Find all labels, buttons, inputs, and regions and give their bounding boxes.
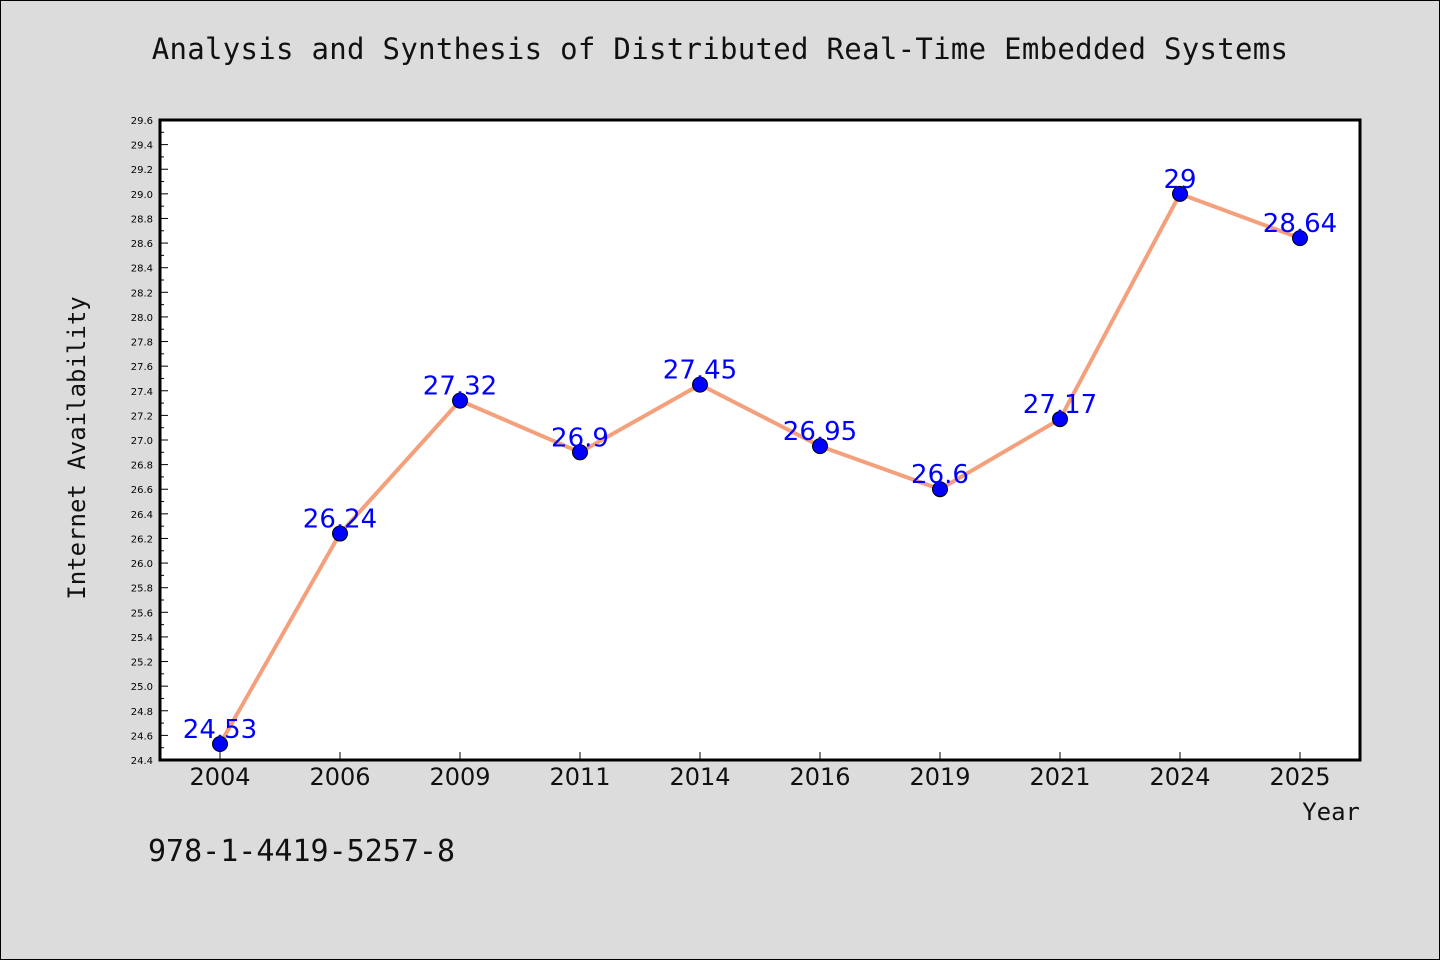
data-label: 27.17 bbox=[1023, 390, 1097, 420]
x-tick-label: 2004 bbox=[189, 763, 250, 791]
series-group: 24.53 26.24 27.32 26.9 27.45 26.95 26.6 27.17 29… bbox=[183, 165, 1337, 752]
y-tick-label: 27.6 bbox=[131, 362, 153, 373]
data-point bbox=[812, 438, 828, 455]
y-axis: 24.4 24.6 24.8 25.0 25.2 25.4 25.6 25.8 26.0 26.2… bbox=[131, 116, 168, 767]
y-tick-label: 28.4 bbox=[131, 264, 153, 275]
y-tick-label: 28.6 bbox=[131, 239, 153, 250]
x-tick-label: 2009 bbox=[429, 763, 490, 791]
y-tick-label: 29.6 bbox=[131, 116, 153, 127]
y-tick-label: 25.4 bbox=[131, 633, 153, 644]
data-label: 27.45 bbox=[663, 356, 737, 386]
y-tick-label: 24.8 bbox=[131, 707, 153, 718]
plot-area bbox=[158, 118, 1362, 762]
x-tick-label: 2025 bbox=[1269, 763, 1330, 791]
x-tick-label: 2011 bbox=[549, 763, 610, 791]
y-tick-label: 25.8 bbox=[131, 584, 153, 595]
y-tick-label: 26.8 bbox=[131, 461, 153, 472]
y-tick-label: 25.6 bbox=[131, 608, 153, 619]
y-axis-label: Internet Availability bbox=[63, 296, 91, 599]
y-tick-label: 27.0 bbox=[131, 436, 153, 447]
x-tick-label: 2006 bbox=[309, 763, 370, 791]
y-tick-label: 29.2 bbox=[131, 165, 153, 176]
data-label: 29 bbox=[1163, 165, 1196, 195]
data-point bbox=[572, 444, 588, 461]
y-tick-label: 29.0 bbox=[131, 190, 153, 201]
y-tick-label: 27.2 bbox=[131, 411, 153, 422]
x-tick-label: 2014 bbox=[669, 763, 730, 791]
x-tick-label: 2024 bbox=[1149, 763, 1210, 791]
y-tick-label: 28.8 bbox=[131, 214, 153, 225]
x-axis-label: Year bbox=[1302, 798, 1360, 826]
x-axis: 2004 2006 2009 2011 2014 2016 2019 2021 2024 2025 bbox=[189, 752, 1331, 791]
data-label: 26.95 bbox=[783, 417, 857, 447]
data-point bbox=[212, 736, 228, 752]
y-tick-label: 26.2 bbox=[131, 534, 153, 545]
y-tick-label: 27.8 bbox=[131, 338, 153, 349]
data-label: 26.24 bbox=[303, 505, 377, 535]
data-point bbox=[452, 392, 468, 409]
y-tick-label: 27.4 bbox=[131, 387, 153, 398]
data-label: 24.53 bbox=[183, 715, 257, 745]
data-label: 26.9 bbox=[551, 423, 609, 453]
y-tick-label: 28.0 bbox=[131, 313, 153, 324]
y-tick-label: 25.2 bbox=[131, 658, 153, 669]
y-tick-label: 24.4 bbox=[131, 756, 153, 767]
data-point bbox=[1052, 411, 1068, 428]
data-point bbox=[1292, 230, 1308, 247]
x-tick-label: 2016 bbox=[789, 763, 850, 791]
isbn-text: 978-1-4419-5257-8 bbox=[148, 834, 456, 869]
y-tick-label: 26.6 bbox=[131, 485, 153, 496]
data-point bbox=[332, 525, 348, 542]
data-point bbox=[932, 481, 948, 498]
x-tick-label: 2021 bbox=[1029, 763, 1090, 791]
data-point bbox=[1172, 185, 1188, 202]
y-tick-label: 24.6 bbox=[131, 731, 153, 742]
y-tick-label: 26.0 bbox=[131, 559, 153, 570]
data-label: 28.64 bbox=[1263, 209, 1337, 239]
data-label: 27.32 bbox=[423, 372, 497, 402]
data-point bbox=[692, 376, 708, 393]
series-line bbox=[218, 191, 1301, 745]
y-tick-label: 25.0 bbox=[131, 682, 153, 693]
y-tick-label: 29.4 bbox=[131, 141, 153, 152]
data-label: 26.6 bbox=[911, 460, 969, 490]
y-tick-label: 28.2 bbox=[131, 288, 153, 299]
x-tick-label: 2019 bbox=[909, 763, 970, 791]
y-tick-label: 26.4 bbox=[131, 510, 153, 521]
chart-title: Analysis and Synthesis of Distributed Re… bbox=[151, 32, 1289, 66]
